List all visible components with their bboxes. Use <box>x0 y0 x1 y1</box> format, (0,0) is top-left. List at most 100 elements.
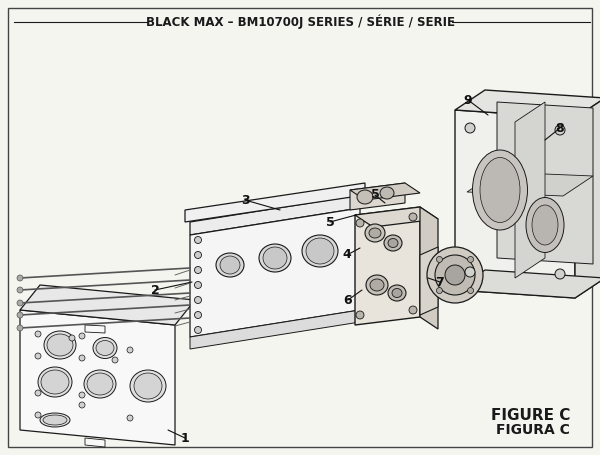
Circle shape <box>356 311 364 319</box>
Circle shape <box>17 275 23 281</box>
Circle shape <box>127 347 133 353</box>
Text: 2: 2 <box>151 283 160 297</box>
Circle shape <box>35 353 41 359</box>
Circle shape <box>409 306 417 314</box>
Polygon shape <box>355 207 420 325</box>
Circle shape <box>79 333 85 339</box>
Polygon shape <box>20 285 195 325</box>
Circle shape <box>555 125 565 135</box>
Circle shape <box>555 269 565 279</box>
Circle shape <box>445 265 465 285</box>
Circle shape <box>194 327 202 334</box>
Polygon shape <box>575 98 600 298</box>
Text: 5: 5 <box>326 216 334 228</box>
Circle shape <box>194 237 202 243</box>
Ellipse shape <box>263 247 287 269</box>
Ellipse shape <box>87 373 113 395</box>
Circle shape <box>465 267 475 277</box>
Polygon shape <box>185 183 365 222</box>
Ellipse shape <box>357 190 373 204</box>
Circle shape <box>35 331 41 337</box>
Circle shape <box>436 288 442 293</box>
Ellipse shape <box>532 205 558 245</box>
Text: 7: 7 <box>436 275 445 288</box>
Circle shape <box>465 123 475 133</box>
Ellipse shape <box>384 235 402 251</box>
Circle shape <box>194 312 202 318</box>
Polygon shape <box>190 208 360 337</box>
Polygon shape <box>467 172 593 196</box>
Ellipse shape <box>388 238 398 248</box>
Polygon shape <box>455 90 600 118</box>
Polygon shape <box>350 183 405 210</box>
Text: FIGURA C: FIGURA C <box>496 423 570 437</box>
Circle shape <box>194 252 202 258</box>
Circle shape <box>194 282 202 288</box>
Ellipse shape <box>41 370 69 394</box>
Ellipse shape <box>38 367 72 397</box>
Text: 5: 5 <box>371 188 379 202</box>
Polygon shape <box>497 102 593 264</box>
Text: 1: 1 <box>181 431 190 445</box>
Circle shape <box>194 297 202 303</box>
Ellipse shape <box>47 334 73 356</box>
Polygon shape <box>420 207 438 329</box>
Circle shape <box>17 300 23 306</box>
Polygon shape <box>85 438 105 447</box>
Text: 3: 3 <box>241 193 250 207</box>
Ellipse shape <box>302 235 338 267</box>
Ellipse shape <box>134 373 162 399</box>
Polygon shape <box>455 110 575 298</box>
Circle shape <box>356 219 364 227</box>
Circle shape <box>112 357 118 363</box>
Polygon shape <box>190 310 360 349</box>
Circle shape <box>427 247 483 303</box>
Polygon shape <box>420 247 438 315</box>
Circle shape <box>436 257 442 263</box>
Ellipse shape <box>84 370 116 398</box>
Ellipse shape <box>96 340 114 355</box>
Ellipse shape <box>306 238 334 264</box>
Ellipse shape <box>216 253 244 277</box>
Circle shape <box>409 213 417 221</box>
Circle shape <box>35 412 41 418</box>
Ellipse shape <box>365 224 385 242</box>
Ellipse shape <box>44 331 76 359</box>
Polygon shape <box>355 207 438 227</box>
Circle shape <box>69 335 75 341</box>
Ellipse shape <box>392 288 402 298</box>
Text: 8: 8 <box>556 121 565 135</box>
Polygon shape <box>20 310 175 445</box>
Circle shape <box>127 415 133 421</box>
Circle shape <box>194 267 202 273</box>
Text: BLACK MAX – BM10700J SERIES / SÉRIE / SERIE: BLACK MAX – BM10700J SERIES / SÉRIE / SE… <box>146 15 455 29</box>
Polygon shape <box>350 183 420 200</box>
Text: FIGURE C: FIGURE C <box>491 408 570 423</box>
Ellipse shape <box>93 338 117 359</box>
Ellipse shape <box>43 415 67 425</box>
Circle shape <box>467 257 473 263</box>
Ellipse shape <box>369 228 381 238</box>
Circle shape <box>79 392 85 398</box>
Text: 6: 6 <box>344 293 352 307</box>
Circle shape <box>17 287 23 293</box>
Ellipse shape <box>473 150 527 230</box>
Ellipse shape <box>370 279 384 291</box>
Polygon shape <box>190 195 360 235</box>
Ellipse shape <box>130 370 166 402</box>
Ellipse shape <box>220 256 240 274</box>
Ellipse shape <box>259 244 291 272</box>
Circle shape <box>79 355 85 361</box>
Ellipse shape <box>388 285 406 301</box>
Ellipse shape <box>40 413 70 427</box>
Circle shape <box>35 390 41 396</box>
Ellipse shape <box>480 157 520 222</box>
Text: 4: 4 <box>343 248 352 262</box>
Polygon shape <box>455 270 600 298</box>
Ellipse shape <box>526 197 564 253</box>
Polygon shape <box>85 325 105 333</box>
Circle shape <box>79 402 85 408</box>
Polygon shape <box>515 102 545 278</box>
Circle shape <box>17 325 23 331</box>
Text: 9: 9 <box>464 93 472 106</box>
